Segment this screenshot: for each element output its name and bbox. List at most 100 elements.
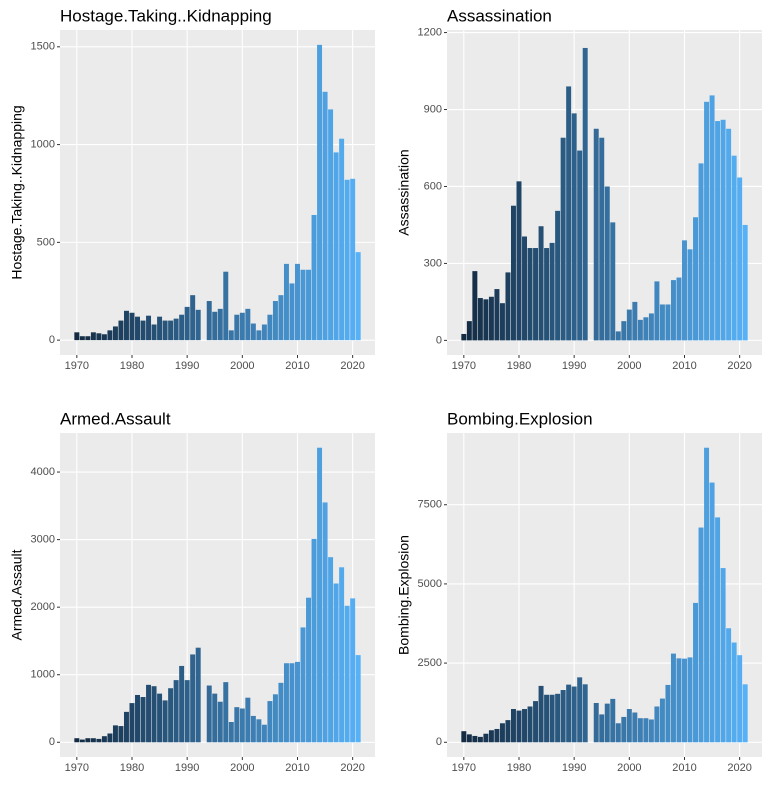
chart-title: Hostage.Taking..Kidnapping [60, 6, 272, 25]
bar [328, 109, 334, 341]
bar [676, 277, 682, 341]
bar [593, 703, 599, 743]
y-tick-label: 900 [424, 103, 442, 115]
bar [731, 642, 737, 743]
bar [472, 271, 478, 341]
bar [101, 334, 107, 341]
bar [720, 568, 726, 743]
bar [704, 447, 710, 743]
bar [129, 312, 135, 341]
y-tick-label: 1000 [31, 138, 55, 150]
bar [289, 283, 295, 341]
bar [261, 724, 267, 743]
bar [643, 718, 649, 743]
bar [538, 226, 544, 341]
bar [317, 447, 323, 743]
bar [267, 701, 273, 743]
x-tick-label: 1990 [562, 762, 586, 774]
bar [344, 179, 350, 341]
bar [223, 271, 229, 341]
bar [698, 163, 704, 341]
bar [228, 330, 234, 341]
bar [278, 682, 284, 743]
bar [505, 272, 511, 341]
bar [123, 711, 129, 743]
bar [571, 113, 577, 341]
bar [261, 324, 267, 341]
bar [632, 301, 638, 341]
bar [256, 719, 262, 743]
bar [206, 301, 212, 341]
bar [726, 628, 732, 743]
x-tick-label: 2010 [672, 360, 696, 372]
bar [604, 186, 610, 341]
bar [499, 723, 505, 743]
panel-background [447, 30, 762, 355]
bar [333, 583, 339, 743]
bar [129, 703, 135, 743]
bar [173, 318, 179, 341]
bar [549, 242, 555, 341]
bar [272, 694, 278, 743]
bar [245, 308, 251, 341]
x-tick-label: 1980 [507, 360, 531, 372]
bar [157, 693, 163, 743]
bar [615, 723, 621, 743]
bar [709, 482, 715, 743]
bar [322, 91, 328, 341]
bar [648, 719, 654, 743]
panel-background [60, 433, 375, 757]
bar [322, 502, 328, 743]
bar [621, 716, 627, 743]
bar [317, 44, 323, 341]
bar [522, 236, 527, 341]
bar [179, 665, 185, 743]
x-tick-label: 2020 [340, 360, 364, 372]
bar [637, 319, 643, 341]
bar [720, 119, 726, 341]
bar [79, 336, 85, 341]
bar [466, 734, 472, 743]
y-tick-label: 600 [424, 180, 442, 192]
bar [195, 309, 201, 341]
bar [339, 567, 345, 743]
y-tick-label: 0 [49, 334, 55, 346]
x-tick-label: 1990 [175, 360, 199, 372]
bar [146, 315, 152, 341]
bar [737, 177, 743, 341]
bar [488, 296, 494, 341]
bar [555, 210, 561, 341]
bar [527, 248, 533, 341]
x-tick-label: 2010 [672, 762, 696, 774]
y-tick-label: 3000 [31, 534, 55, 546]
chart-title: Armed.Assault [60, 409, 171, 428]
bar [582, 47, 588, 341]
bar [654, 706, 660, 743]
bar [151, 324, 157, 341]
bar [577, 150, 583, 341]
bar [577, 677, 583, 743]
bar [344, 605, 350, 743]
y-tick-label: 0 [436, 334, 442, 346]
x-tick-label: 2020 [340, 762, 364, 774]
bar [654, 281, 660, 341]
bar [107, 733, 113, 743]
bar [593, 128, 599, 341]
y-tick-label: 1000 [31, 669, 55, 681]
x-tick-label: 2000 [230, 762, 254, 774]
bar [74, 332, 80, 341]
bar [140, 320, 146, 341]
x-tick-label: 2000 [617, 360, 641, 372]
bar [704, 101, 710, 341]
bar [228, 722, 234, 743]
bar [278, 295, 284, 341]
bar [560, 690, 566, 743]
bar [682, 240, 687, 341]
bar [135, 316, 140, 341]
bar [328, 557, 334, 743]
bar [555, 693, 561, 743]
x-tick-label: 1980 [120, 762, 144, 774]
chart-title: Assassination [447, 6, 552, 25]
bar [693, 602, 699, 743]
